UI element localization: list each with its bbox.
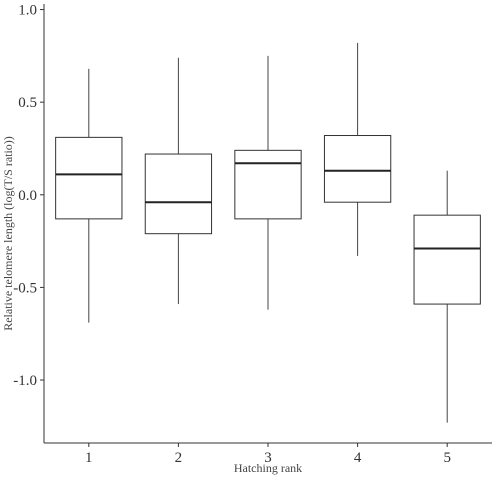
box-group-1: [55, 68, 123, 323]
iqr-box: [234, 149, 302, 220]
boxes-layer: [55, 42, 481, 423]
x-axis-title: Hatching rank: [234, 461, 302, 475]
y-tick-label: 1.0: [18, 3, 37, 19]
x-tick-label: 3: [264, 450, 272, 466]
box-group-4: [323, 42, 392, 256]
x-tick-label: 4: [354, 450, 362, 466]
x-tick-label: 2: [175, 450, 183, 466]
box-group-2: [144, 57, 213, 305]
x-tick-label: 5: [443, 450, 451, 466]
iqr-box: [55, 136, 123, 220]
axes-layer: 1.0 0.5 0.0 -0.5 -1.0 1 2 3 4 5: [13, 3, 492, 466]
iqr-box: [323, 135, 392, 203]
y-tick-label: -1.0: [13, 373, 37, 389]
y-tick-label: -0.5: [13, 280, 37, 296]
iqr-box: [144, 153, 213, 235]
box-group-5: [413, 170, 481, 423]
iqr-box: [413, 214, 481, 305]
box-group-3: [234, 55, 302, 310]
y-axis-title: Relative telomere length (log(T/S ratio)…: [1, 136, 15, 331]
y-tick-label: 0.0: [18, 188, 37, 204]
x-tick-label: 1: [85, 450, 93, 466]
y-tick-label: 0.5: [18, 95, 37, 111]
